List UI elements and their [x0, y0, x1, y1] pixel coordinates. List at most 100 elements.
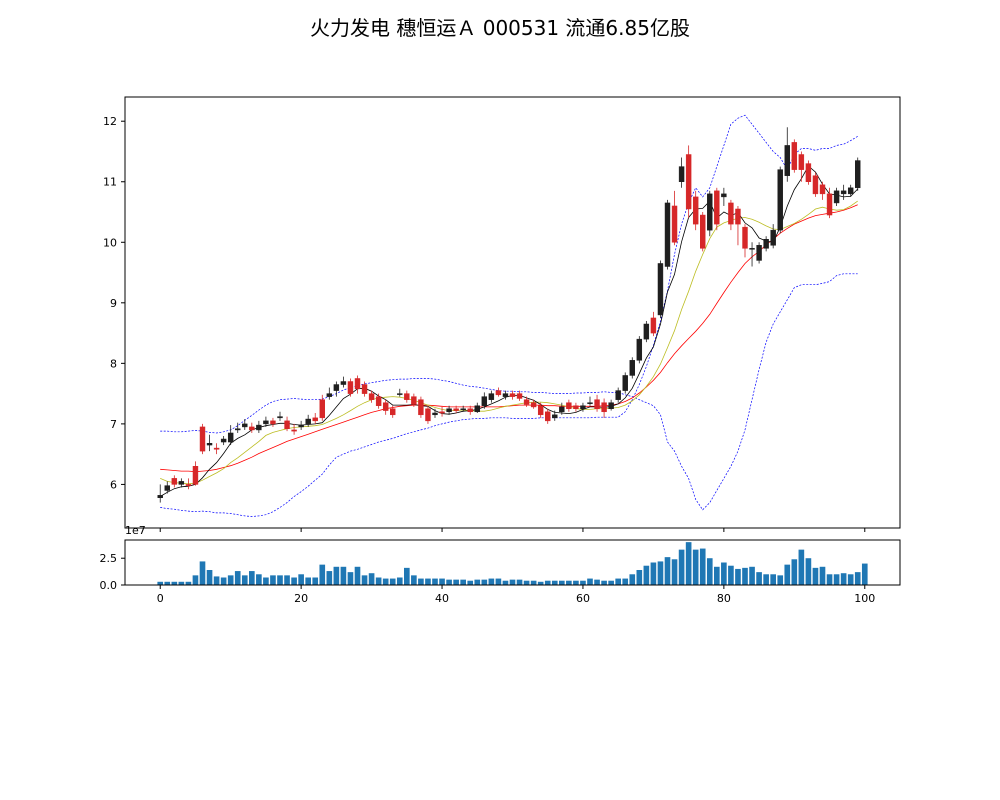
candle-body [453, 408, 459, 411]
candle-body [171, 478, 178, 485]
candle-body [678, 166, 685, 182]
candle-body [523, 399, 530, 405]
volume-bar [227, 575, 234, 585]
volume-bar [840, 573, 847, 585]
ma5-line [159, 165, 858, 497]
price-y-tick-label: 10 [103, 236, 117, 249]
volume-panel-frame [124, 539, 901, 586]
volume-bar [854, 572, 861, 585]
candle-body [185, 484, 192, 486]
candle-body [242, 423, 248, 428]
volume-y-tick-label: 0.0 [100, 579, 118, 592]
volume-bar [833, 574, 840, 585]
volume-bar [340, 566, 347, 585]
candle-body [721, 193, 727, 198]
candle-body [474, 405, 480, 413]
candle-body [432, 412, 438, 416]
volume-bar [460, 579, 466, 585]
candle-body [798, 154, 805, 170]
candle-body [298, 424, 304, 428]
volume-bar [171, 581, 178, 585]
candle-body [425, 408, 431, 422]
candle-body [657, 263, 664, 316]
volume-bar [819, 566, 826, 585]
volume-bar [284, 575, 290, 585]
candle-body [671, 205, 678, 243]
candle-body [397, 393, 403, 395]
volume-bar [587, 578, 593, 585]
volume-bar [432, 578, 438, 585]
volume-bar [206, 570, 213, 585]
candle-body [573, 405, 579, 409]
candle-body [326, 393, 333, 397]
candle-body [347, 381, 354, 394]
x-tick-label: 20 [294, 592, 308, 605]
volume-bar [277, 575, 283, 585]
price-panel-frame [124, 96, 901, 529]
price-y-tick-label: 8 [110, 357, 117, 370]
chart-title: 火力发电 穗恒运Ａ 000531 流通6.85亿股 [310, 16, 690, 40]
candle-body [728, 202, 734, 225]
volume-bar [249, 571, 255, 585]
price-y-tick-label: 11 [103, 176, 117, 189]
candle-body [305, 418, 311, 425]
candle-body [629, 360, 635, 376]
volume-bar [347, 572, 354, 585]
volume-bar [382, 578, 389, 585]
volume-bar [805, 558, 812, 585]
candle-body [805, 163, 812, 182]
volume-bar [601, 580, 607, 585]
volume-bar [559, 580, 565, 585]
volume-bar [389, 578, 396, 585]
candle-body [756, 245, 762, 261]
candle-body [192, 466, 199, 485]
volume-bar [354, 566, 361, 585]
volume-bar [213, 576, 220, 585]
volume-bar [263, 577, 269, 585]
volume-bar [298, 574, 304, 585]
volume-bar [861, 563, 868, 585]
candle-body [418, 399, 424, 416]
candle-body [382, 402, 389, 411]
candle-body [636, 338, 643, 361]
volume-bar [594, 579, 600, 585]
volume-bar [523, 580, 530, 585]
candle-body [707, 193, 713, 231]
candle-body [742, 226, 748, 249]
candle-body [488, 393, 495, 400]
candle-body [411, 396, 417, 405]
volume-bar [368, 573, 375, 585]
volume-bar [164, 581, 171, 585]
candle-body [354, 378, 361, 390]
x-tick-label: 0 [157, 592, 164, 605]
volume-bar [333, 566, 340, 585]
candle-body [199, 426, 206, 452]
volume-bar [453, 579, 459, 585]
volume-bar [629, 574, 636, 585]
volume-bar [636, 570, 643, 585]
volume-offset-label: 1e7 [125, 524, 146, 537]
volume-bar [312, 577, 319, 585]
candle-body [700, 214, 706, 249]
volume-bar [446, 579, 452, 585]
volume-bar [157, 581, 164, 585]
volume-bar [474, 579, 481, 585]
volume-bar [615, 578, 621, 585]
candle-body [404, 393, 410, 400]
volume-bar [784, 564, 791, 585]
price-y-tick-label: 12 [103, 115, 117, 128]
price-y-tick-label: 7 [110, 418, 117, 431]
candle-body [580, 405, 586, 409]
volume-bar [361, 575, 368, 585]
candle-body [664, 202, 671, 267]
volume-bar [291, 577, 297, 585]
x-tick-label: 80 [717, 592, 731, 605]
candle-body [481, 396, 488, 406]
volume-bar [178, 581, 185, 585]
x-tick-label: 60 [576, 592, 590, 605]
candle-body [833, 190, 840, 204]
volume-bar [643, 565, 650, 585]
candle-body [566, 402, 572, 409]
ma20-line [160, 204, 858, 473]
